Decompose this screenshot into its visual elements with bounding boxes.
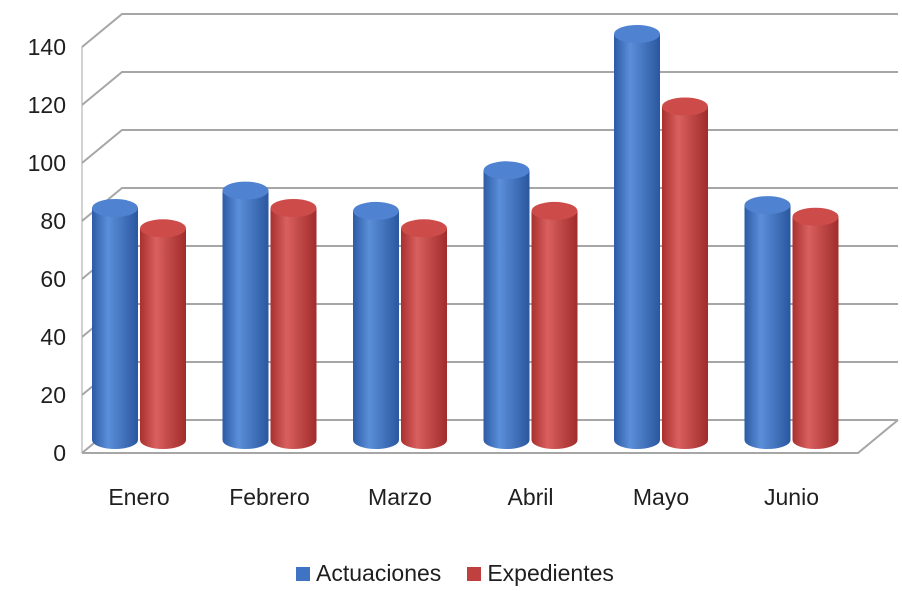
bar-expedientes-marzo [401, 219, 447, 449]
bar-expedientes-mayo [662, 97, 708, 449]
x-tick-label: Junio [764, 484, 819, 510]
bar-actuaciones-enero [92, 199, 138, 449]
bar-expedientes-abril [531, 201, 578, 449]
bar-expedientes-enero [140, 219, 186, 449]
bar-expedientes-febrero [270, 199, 317, 449]
legend: Actuaciones Expedientes [296, 560, 614, 587]
gridline [81, 71, 898, 106]
y-tick-label: 80 [40, 208, 66, 234]
x-tick-label: Abril [507, 484, 553, 510]
y-tick-label: 0 [53, 440, 66, 466]
bar-actuaciones-mayo [614, 25, 660, 449]
legend-swatch-expedientes [467, 566, 482, 581]
legend-item-expedientes: Expedientes [467, 560, 614, 587]
x-tick-label: Febrero [229, 484, 310, 510]
x-tick-label: Mayo [633, 484, 689, 510]
y-axis-ticks: 0 20 40 60 80 100 120 140 [28, 34, 66, 466]
x-tick-label: Marzo [368, 484, 432, 510]
gridline [81, 129, 898, 164]
bar-expedientes-junio [792, 207, 839, 449]
y-tick-label: 20 [40, 382, 66, 408]
y-tick-label: 40 [40, 324, 66, 350]
y-tick-label: 100 [28, 150, 66, 176]
legend-item-actuaciones: Actuaciones [296, 560, 441, 587]
y-tick-label: 120 [28, 92, 66, 118]
gridline [81, 13, 898, 48]
bar-actuaciones-marzo [353, 201, 399, 449]
x-axis-labels: Enero Febrero Marzo Abril Mayo Junio [108, 484, 819, 510]
y-tick-label: 60 [40, 266, 66, 292]
y-tick-label: 140 [28, 34, 66, 60]
x-tick-label: Enero [108, 484, 169, 510]
floor-line [82, 419, 899, 454]
legend-label-expedientes: Expedientes [487, 560, 614, 586]
bar-actuaciones-febrero [222, 181, 269, 449]
bar-actuaciones-abril [483, 161, 530, 450]
bars [92, 25, 839, 450]
legend-label-actuaciones: Actuaciones [316, 560, 442, 586]
bar-actuaciones-junio [744, 196, 791, 449]
legend-swatch-actuaciones [296, 566, 310, 581]
